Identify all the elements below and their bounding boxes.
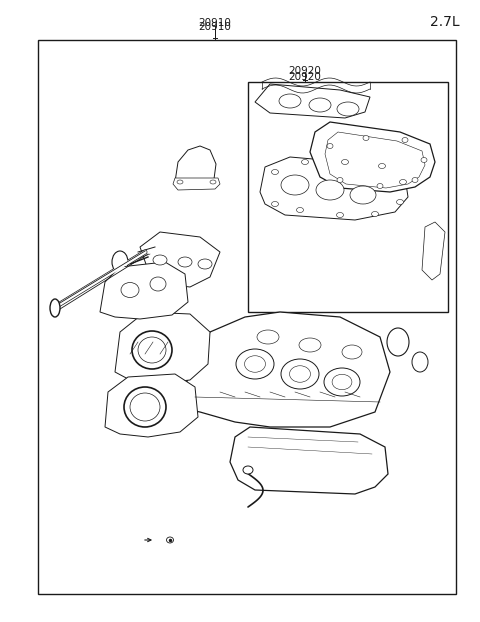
Polygon shape [140, 232, 220, 287]
Ellipse shape [402, 137, 408, 142]
Ellipse shape [316, 180, 344, 200]
Text: 20920: 20920 [288, 72, 322, 82]
Bar [248, 82, 448, 312]
Ellipse shape [124, 387, 166, 427]
Ellipse shape [272, 202, 278, 207]
Ellipse shape [377, 183, 383, 188]
Text: 20920: 20920 [288, 66, 322, 76]
Ellipse shape [396, 200, 404, 205]
Ellipse shape [243, 466, 253, 474]
Ellipse shape [387, 328, 409, 356]
Ellipse shape [301, 159, 309, 164]
Ellipse shape [150, 277, 166, 291]
Ellipse shape [337, 102, 359, 116]
Ellipse shape [257, 330, 279, 344]
Ellipse shape [363, 136, 369, 141]
Ellipse shape [177, 180, 183, 184]
Polygon shape [255, 84, 370, 118]
Bar [38, 40, 456, 594]
Ellipse shape [121, 282, 139, 297]
Ellipse shape [341, 159, 348, 164]
Ellipse shape [350, 186, 376, 204]
Ellipse shape [178, 257, 192, 267]
Ellipse shape [342, 345, 362, 359]
Ellipse shape [281, 359, 319, 389]
Ellipse shape [153, 255, 167, 265]
Ellipse shape [210, 180, 216, 184]
Polygon shape [100, 262, 188, 319]
Ellipse shape [167, 537, 173, 543]
Ellipse shape [272, 170, 278, 175]
Ellipse shape [379, 164, 385, 169]
Ellipse shape [412, 352, 428, 372]
Text: 20910: 20910 [199, 18, 231, 28]
Ellipse shape [399, 180, 407, 185]
Polygon shape [173, 178, 220, 190]
Ellipse shape [299, 338, 321, 352]
Polygon shape [230, 427, 388, 494]
Polygon shape [422, 222, 445, 280]
Ellipse shape [244, 356, 265, 372]
Ellipse shape [297, 208, 303, 213]
Ellipse shape [50, 299, 60, 317]
Ellipse shape [130, 393, 160, 421]
Ellipse shape [289, 366, 311, 383]
Polygon shape [175, 312, 390, 427]
Ellipse shape [327, 144, 333, 149]
Ellipse shape [198, 259, 212, 269]
Ellipse shape [372, 211, 379, 216]
Polygon shape [105, 374, 198, 437]
Text: 20910: 20910 [199, 22, 231, 32]
Ellipse shape [337, 177, 343, 182]
Text: 2.7L: 2.7L [431, 15, 460, 29]
Ellipse shape [324, 368, 360, 396]
Polygon shape [175, 146, 216, 187]
Ellipse shape [336, 213, 344, 218]
Ellipse shape [279, 94, 301, 108]
Ellipse shape [412, 177, 418, 182]
Ellipse shape [112, 251, 128, 273]
Polygon shape [115, 312, 210, 384]
Polygon shape [310, 122, 435, 192]
Polygon shape [260, 157, 408, 220]
Ellipse shape [132, 331, 172, 369]
Ellipse shape [309, 98, 331, 112]
Ellipse shape [236, 349, 274, 379]
Ellipse shape [281, 175, 309, 195]
Ellipse shape [138, 337, 166, 363]
Ellipse shape [146, 279, 158, 289]
Ellipse shape [421, 157, 427, 162]
Ellipse shape [332, 374, 352, 390]
